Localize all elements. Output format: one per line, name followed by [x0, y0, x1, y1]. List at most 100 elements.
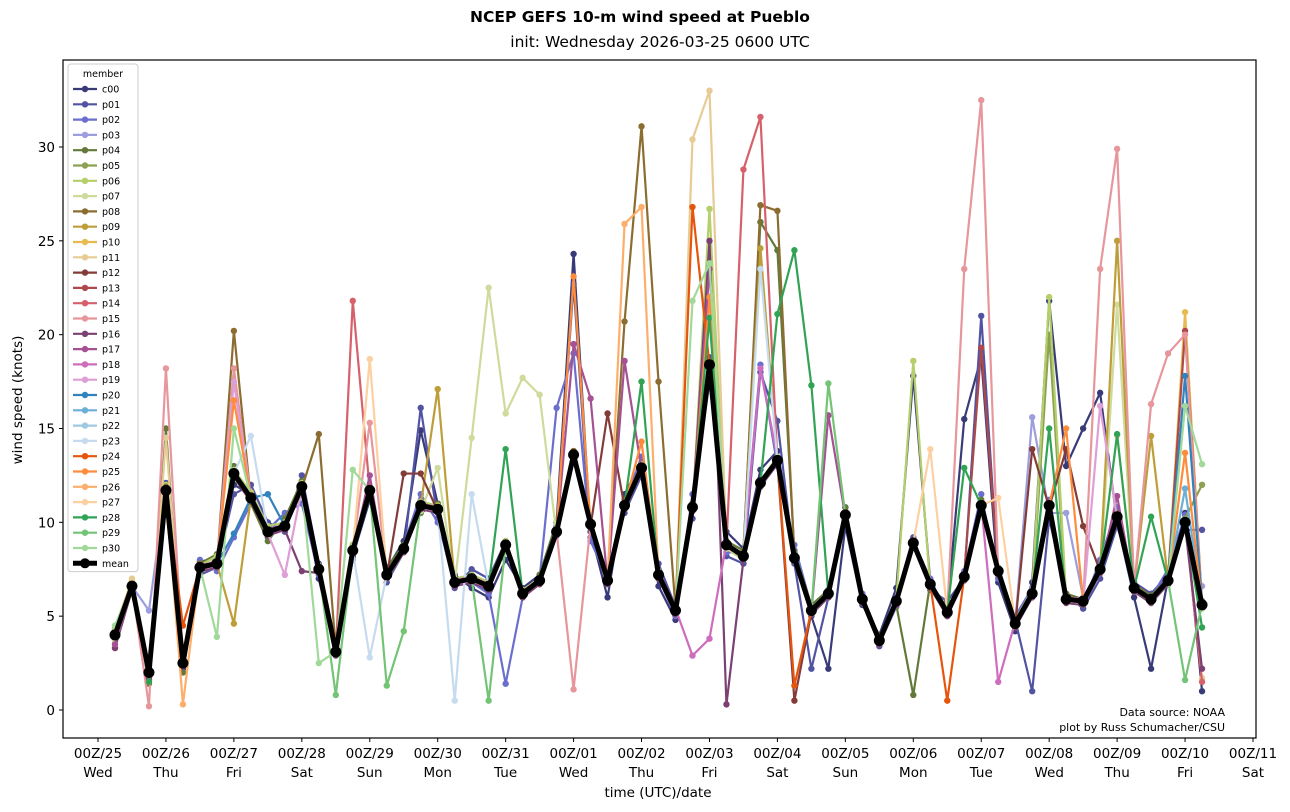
legend-marker [81, 514, 89, 521]
data-point-p30 [1198, 460, 1206, 468]
data-point-p28 [145, 678, 153, 686]
x-tick-label: 00Z/29 [346, 746, 394, 762]
data-point-p29 [332, 691, 339, 699]
data-point-mean [1145, 593, 1157, 605]
legend-label: p24 [102, 452, 120, 463]
data-point-mean [737, 550, 749, 562]
legend-marker [81, 468, 89, 475]
data-point-p09 [230, 620, 238, 627]
y-tick-label: 20 [38, 328, 55, 344]
x-tick-label: 00Z/28 [278, 746, 326, 762]
data-point-p19 [230, 378, 238, 385]
data-point-mean [636, 462, 648, 474]
data-point-mean [347, 544, 359, 556]
x-tick-day-label: Sun [833, 765, 859, 781]
data-point-p15 [1181, 331, 1189, 338]
y-tick-label: 0 [46, 703, 55, 719]
data-point-p28 [1045, 425, 1053, 432]
data-point-p02 [978, 490, 985, 498]
legend-label: p09 [102, 222, 120, 233]
data-point-p04 [910, 691, 917, 699]
data-point-mean [890, 595, 902, 607]
legend-label: p12 [102, 268, 120, 279]
data-point-p12 [1028, 445, 1036, 453]
legend-item-p25: p25 [73, 467, 120, 478]
legend-item-p15: p15 [73, 314, 120, 325]
data-point-mean [1179, 516, 1191, 528]
data-point-p12 [1079, 522, 1087, 530]
legend-item-p09: p09 [73, 222, 120, 233]
x-tick-label: 00Z/03 [685, 746, 733, 762]
data-point-mean [449, 576, 461, 588]
legend-marker [81, 192, 89, 200]
x-tick-label: 00Z/07 [957, 746, 1005, 762]
legend-label: p01 [102, 100, 120, 111]
data-point-p08 [655, 378, 662, 385]
legend-marker [81, 453, 89, 460]
data-point-mean [211, 558, 223, 570]
data-point-p18 [689, 652, 696, 659]
data-point-p09 [1147, 432, 1155, 440]
legend-label: mean [102, 559, 129, 570]
legend-item-p28: p28 [73, 513, 120, 524]
legend-item-p06: p06 [73, 176, 120, 187]
y-tick-label: 10 [38, 515, 55, 531]
chart-title: NCEP GEFS 10-m wind speed at Pueblo [470, 8, 810, 26]
data-point-p15 [978, 96, 985, 104]
legend-marker [81, 147, 89, 154]
data-point-p16 [1198, 665, 1206, 672]
x-tick-day-label: Fri [226, 765, 242, 781]
data-point-p14 [1198, 678, 1206, 686]
data-point-p12 [417, 470, 424, 477]
annotation-data-source: Data source: NOAA [1119, 706, 1225, 719]
data-point-mean [975, 499, 987, 511]
data-point-mean [788, 552, 800, 564]
data-point-p06 [1045, 293, 1053, 301]
data-point-p28 [791, 247, 798, 254]
data-point-mean [517, 588, 529, 600]
series-line-p08 [113, 125, 1204, 685]
x-tick-label: 00Z/05 [821, 746, 869, 762]
data-point-p11 [689, 136, 696, 143]
data-point-mean [194, 561, 206, 573]
legend-label: p21 [102, 406, 120, 417]
legend-item-mean: mean [73, 558, 129, 570]
data-point-mean [941, 606, 953, 618]
y-tick-label: 30 [38, 140, 55, 156]
data-point-p25 [1062, 425, 1070, 432]
data-point-mean [1196, 599, 1208, 611]
data-point-mean [381, 569, 393, 581]
data-point-p25 [230, 397, 238, 404]
data-point-p21 [1181, 485, 1189, 492]
data-point-mean [686, 501, 698, 513]
legend-marker [81, 529, 89, 536]
legend: member c00 p01 p02 p03 p04 p05 p06 p07 p08 p09 p10 p… [67, 63, 139, 573]
data-point-p24 [689, 203, 696, 211]
y-tick-label: 5 [46, 609, 55, 625]
legend-title: member [83, 69, 123, 80]
legend-label: p10 [102, 238, 120, 249]
legend-marker [81, 437, 89, 445]
data-point-p08 [757, 201, 764, 209]
legend-label: c00 [102, 85, 119, 96]
legend-item-p10: p10 [73, 238, 120, 249]
series-p10 [111, 308, 1206, 674]
data-point-p07 [519, 374, 526, 382]
series-mean [109, 359, 1208, 678]
data-point-p28 [774, 310, 781, 318]
data-point-p20 [230, 530, 238, 537]
legend-item-p19: p19 [73, 375, 120, 386]
x-tick-label: 00Z/31 [482, 746, 530, 762]
data-point-mean [907, 537, 919, 549]
legend-marker [81, 101, 89, 108]
x-tick-day-label: Tue [493, 765, 517, 781]
data-point-p29 [383, 682, 390, 689]
data-point-c00 [1062, 462, 1070, 470]
data-point-p15 [230, 365, 238, 372]
data-point-p07 [468, 434, 475, 442]
legend-item-p05: p05 [73, 161, 120, 172]
mean-layer [109, 359, 1208, 678]
data-point-p07 [536, 391, 543, 398]
data-point-p29 [1181, 676, 1189, 684]
data-point-p29 [485, 697, 492, 704]
